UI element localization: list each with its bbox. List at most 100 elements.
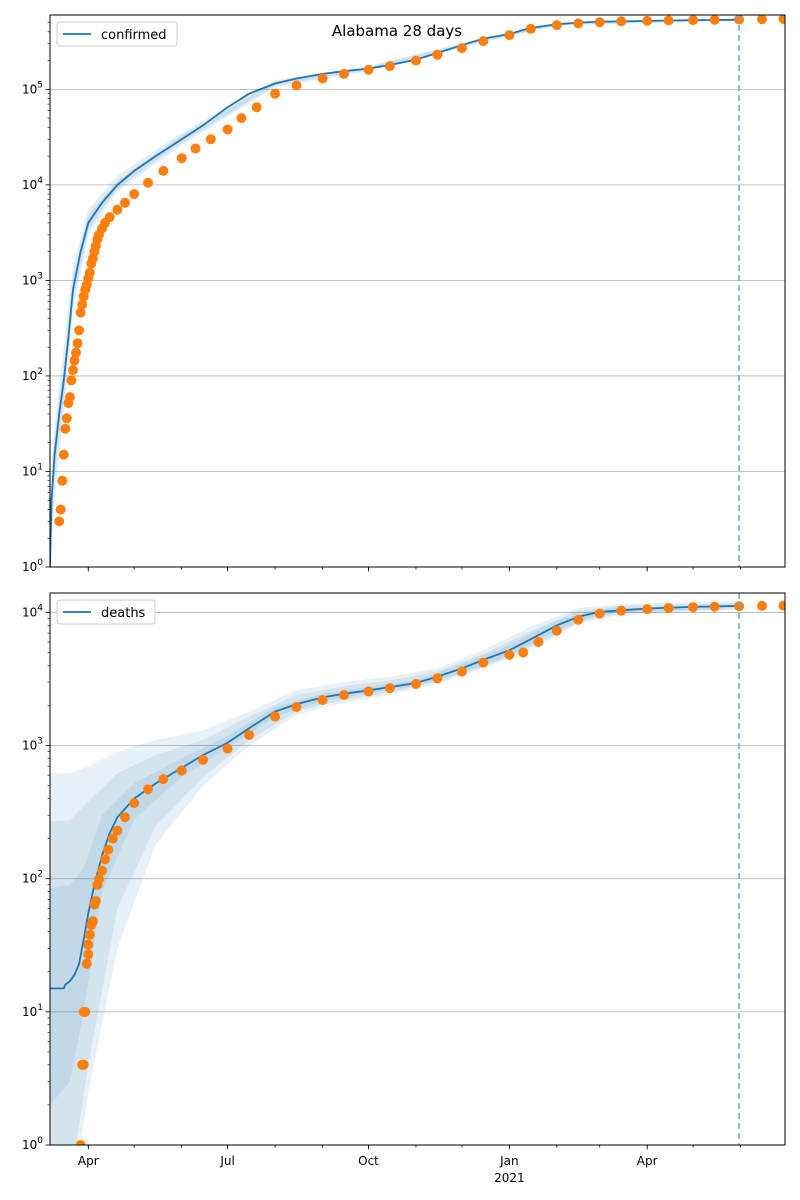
observed-point xyxy=(205,134,216,145)
observed-point xyxy=(363,686,374,697)
confirmed-panel: 100 101 102 103 104 105 confirmed xyxy=(22,14,786,574)
model-line-deaths xyxy=(50,605,740,990)
y-tick-label: 104 xyxy=(22,603,43,619)
observed-point xyxy=(107,833,118,844)
observed-point xyxy=(573,18,584,29)
observed-point xyxy=(551,625,562,636)
observed-point xyxy=(54,516,65,527)
observed-point xyxy=(616,605,627,616)
observed-point xyxy=(75,1140,86,1145)
axes-frame xyxy=(49,14,786,568)
observed-point xyxy=(251,102,262,113)
observed-point xyxy=(222,124,233,135)
observed-point xyxy=(74,325,85,336)
observed-point xyxy=(363,64,374,75)
observed-point xyxy=(84,929,95,940)
observed-point xyxy=(97,865,108,876)
observed-point xyxy=(317,73,328,84)
observed-point xyxy=(244,730,255,740)
observed-point xyxy=(709,15,720,25)
observed-point xyxy=(642,604,653,615)
observed-point xyxy=(190,143,201,154)
observed-point xyxy=(688,15,699,26)
plot-area xyxy=(50,15,785,567)
observed-point xyxy=(456,43,467,54)
y-tick-label: 100 xyxy=(22,558,43,574)
observed-point xyxy=(69,355,80,366)
observed-point xyxy=(533,637,544,647)
observed-point xyxy=(100,854,111,865)
observed-point xyxy=(64,392,75,403)
model-line-confirmed xyxy=(50,18,740,567)
x-tick-label: Jul xyxy=(219,1154,234,1168)
observed-point xyxy=(411,55,421,66)
observed-point xyxy=(77,299,88,310)
y-tick-label: 102 xyxy=(22,367,43,383)
observed-point xyxy=(663,603,674,613)
uncertainty-band xyxy=(50,601,740,1145)
observed-point xyxy=(384,61,395,72)
observed-point xyxy=(198,755,209,765)
observed-point xyxy=(478,657,489,668)
observed-point xyxy=(55,504,66,515)
observed-point xyxy=(176,153,187,164)
observed-point xyxy=(90,896,101,906)
observed-point xyxy=(94,874,104,885)
observed-point xyxy=(411,679,421,689)
observed-point xyxy=(68,365,78,376)
y-tick-label: 102 xyxy=(22,870,43,886)
observed-point xyxy=(66,375,77,386)
observed-point xyxy=(504,649,515,660)
observed-point xyxy=(87,916,98,927)
legend-box xyxy=(56,599,156,625)
observed-point xyxy=(104,212,115,223)
observed-point xyxy=(504,30,515,41)
y-tick-label: 101 xyxy=(22,462,43,478)
observed-point xyxy=(103,844,114,855)
observed-point xyxy=(60,423,71,434)
observed-point xyxy=(71,347,81,358)
observed-point xyxy=(432,673,443,684)
observed-point xyxy=(112,825,123,836)
observed-point xyxy=(75,307,86,318)
observed-point xyxy=(112,204,123,215)
observed-point xyxy=(757,15,767,25)
figure-title: Alabama 28 days xyxy=(332,22,462,40)
plot-area xyxy=(50,600,785,1145)
observed-point xyxy=(120,812,130,823)
observed-point xyxy=(709,601,720,612)
observed-point xyxy=(663,15,674,26)
observed-point xyxy=(236,113,247,124)
y-tick-label: 100 xyxy=(22,1136,43,1152)
y-tick-label: 103 xyxy=(22,271,43,287)
observed-point xyxy=(518,647,529,658)
observed-point xyxy=(778,600,785,611)
observed-point xyxy=(84,267,95,278)
x-tick-label: Apr xyxy=(637,1154,658,1168)
observed-point xyxy=(83,949,94,960)
observed-point xyxy=(778,15,785,24)
observed-point xyxy=(81,958,92,969)
observed-point xyxy=(642,15,653,26)
observed-point xyxy=(158,165,169,176)
observed-point xyxy=(291,80,302,91)
axes-frame xyxy=(49,592,786,1146)
deaths-panel: Apr Jul Oct Jan 2021 Apr 100 101 102 103 104 deaths xyxy=(22,592,786,1185)
observed-point xyxy=(222,743,233,754)
legend-label: deaths xyxy=(101,606,146,621)
observed-point xyxy=(61,413,72,424)
y-tick-label: 105 xyxy=(22,80,43,96)
legend-label: confirmed xyxy=(101,28,167,43)
observed-point xyxy=(551,20,562,31)
x-tick-sublabel: 2021 xyxy=(494,1171,525,1185)
observed-point xyxy=(317,695,328,705)
observed-point xyxy=(129,189,140,200)
observed-point xyxy=(616,16,627,27)
observed-point xyxy=(120,197,130,208)
observed-point xyxy=(80,1006,91,1017)
x-tick-label: Jan xyxy=(499,1154,519,1168)
observed-point xyxy=(270,88,281,99)
observed-point xyxy=(72,338,83,349)
observed-point xyxy=(594,17,605,28)
